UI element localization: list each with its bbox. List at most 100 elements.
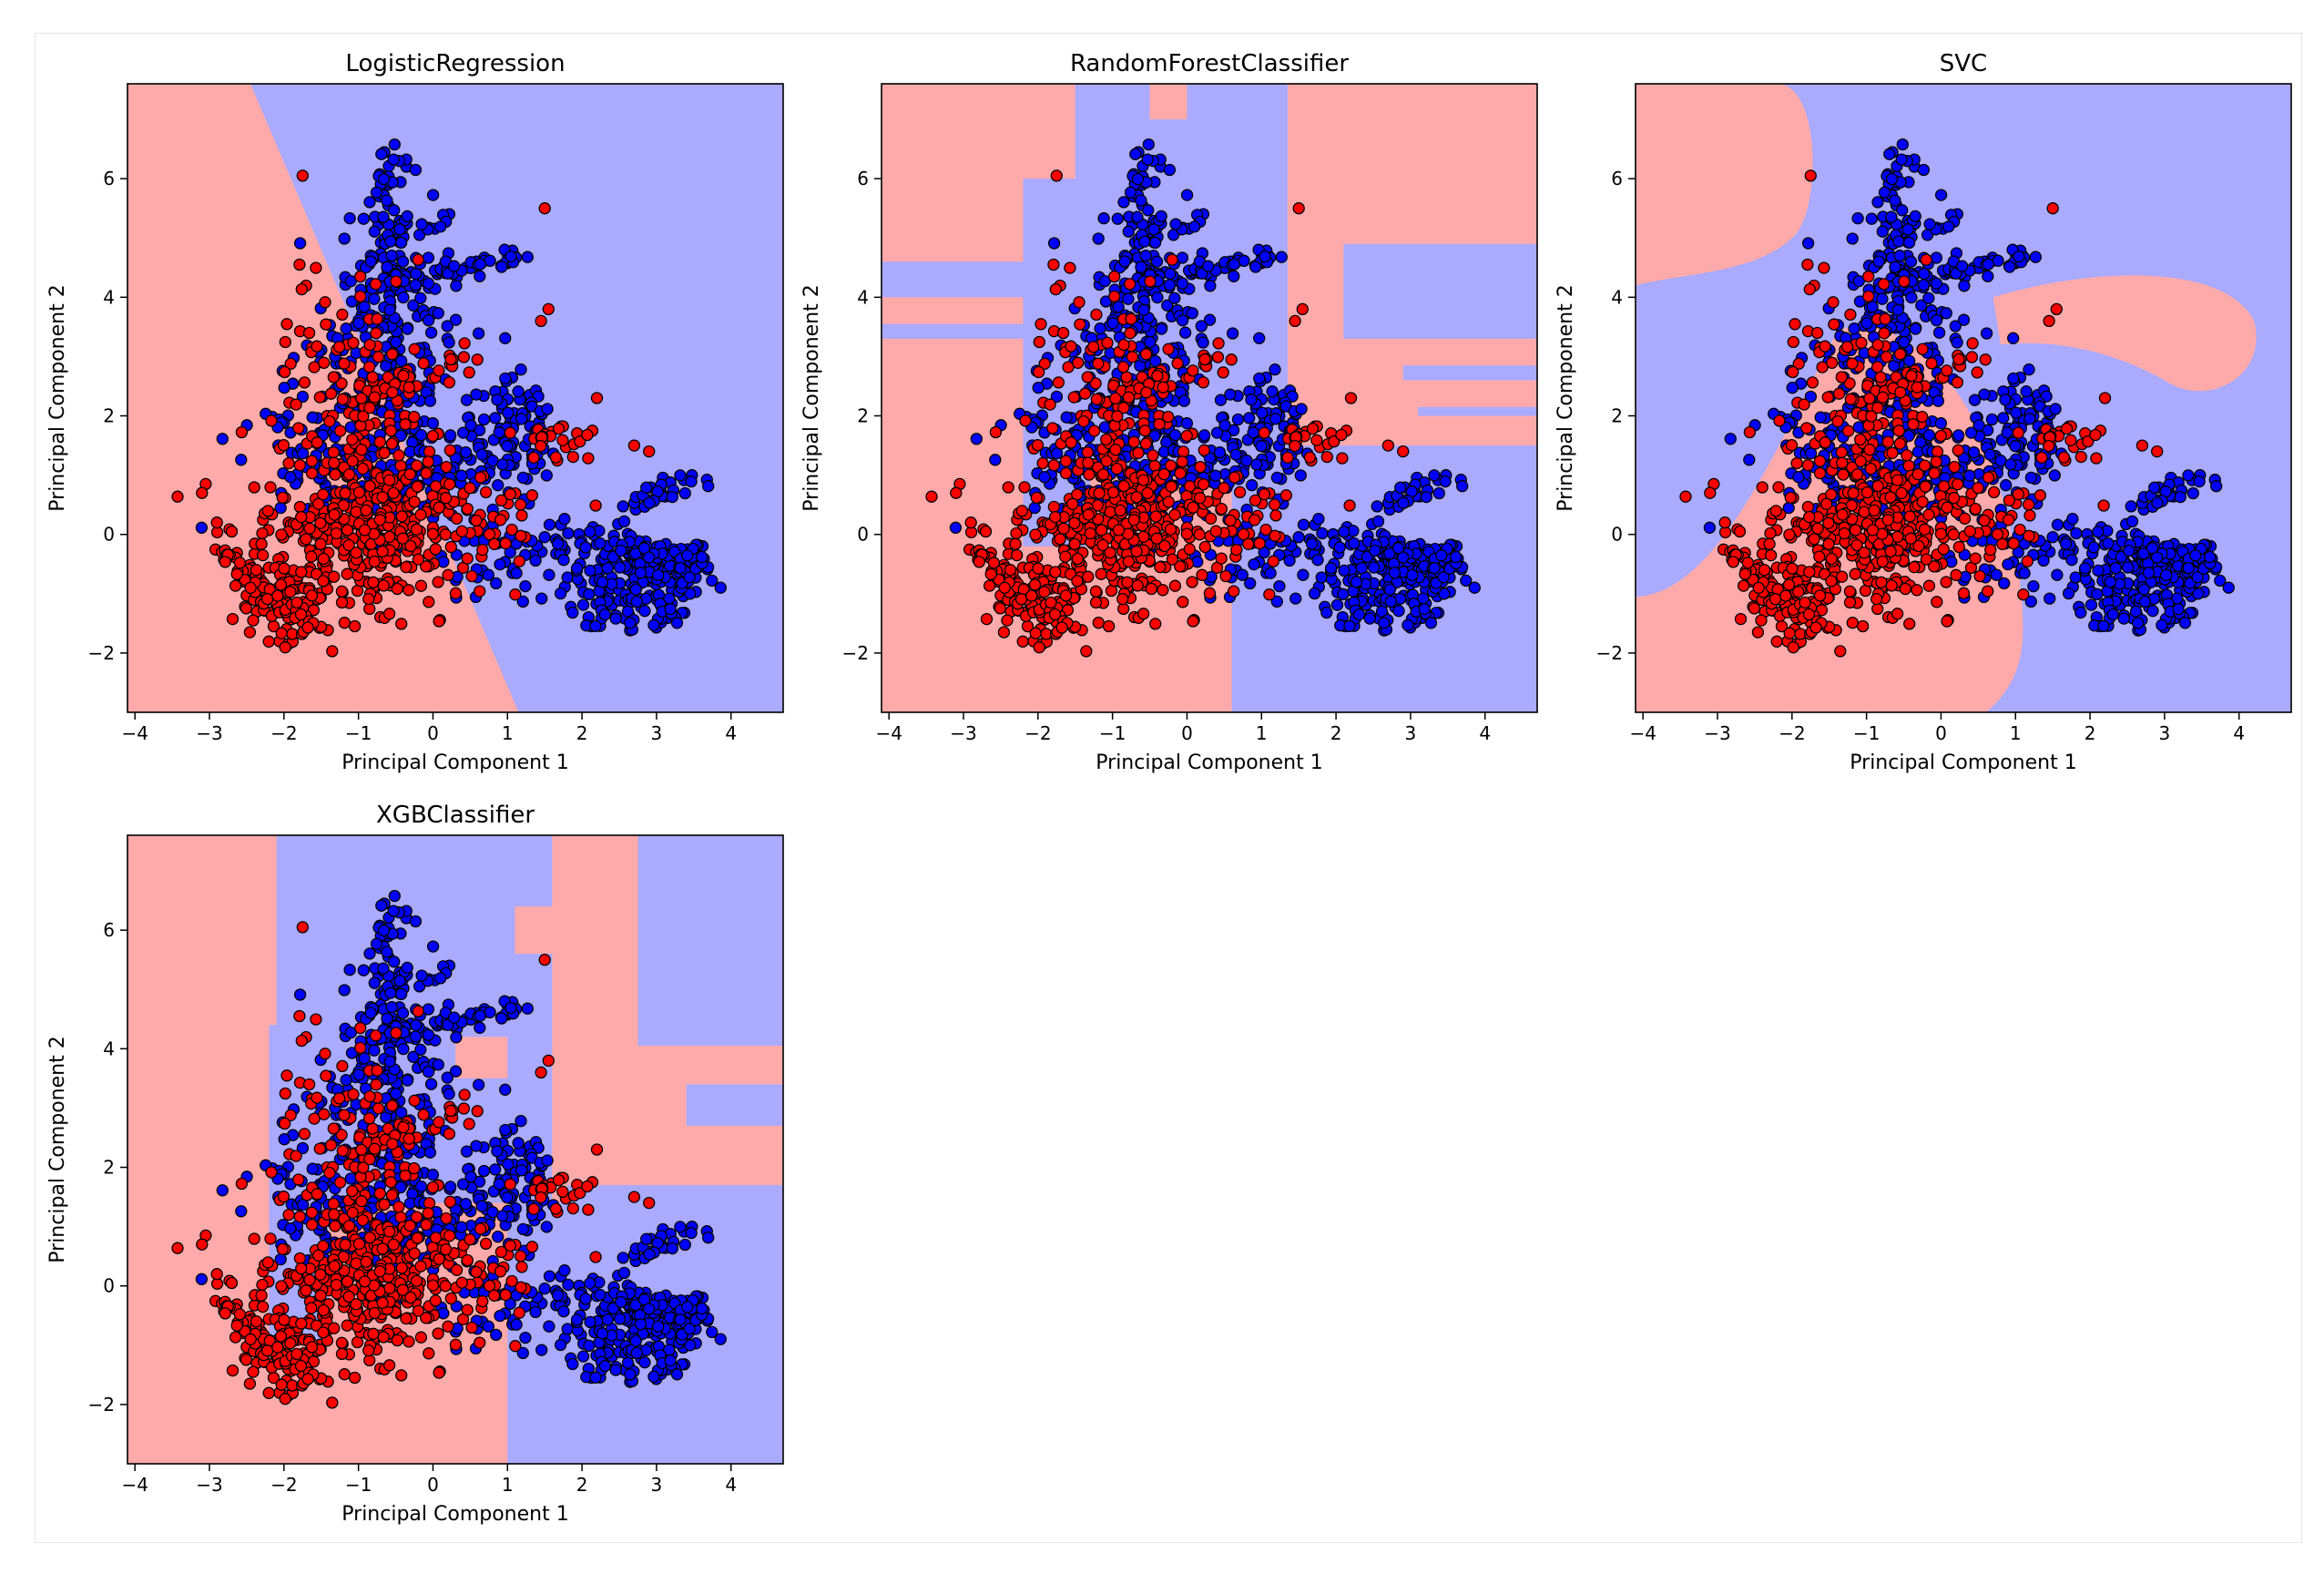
point-class-0 — [465, 569, 478, 583]
point-class-1 — [2191, 571, 2204, 584]
point-class-1 — [2007, 332, 2020, 344]
point-class-0 — [1831, 414, 1844, 428]
point-class-0 — [527, 451, 540, 465]
point-class-1 — [2186, 486, 2199, 500]
point-class-0 — [1111, 410, 1124, 423]
point-class-0 — [255, 537, 268, 550]
point-class-0 — [226, 612, 240, 626]
point-class-1 — [1188, 220, 1201, 233]
point-class-0 — [1801, 500, 1815, 514]
point-class-1 — [1269, 363, 1281, 376]
point-class-1 — [1985, 413, 1999, 426]
point-class-0 — [549, 451, 563, 464]
point-class-1 — [1117, 196, 1130, 209]
point-class-1 — [475, 448, 488, 461]
point-class-0 — [1198, 444, 1210, 456]
point-class-0 — [1029, 627, 1042, 639]
point-class-1 — [1932, 326, 1946, 339]
point-class-0 — [1868, 504, 1881, 516]
point-class-1 — [1432, 486, 1445, 500]
point-class-0 — [1784, 491, 1797, 505]
point-class-0 — [328, 570, 341, 583]
point-class-1 — [685, 475, 698, 488]
point-class-0 — [376, 545, 389, 558]
point-class-1 — [1338, 526, 1351, 538]
point-class-0 — [229, 579, 242, 592]
point-class-0 — [1196, 568, 1208, 581]
point-class-0 — [455, 525, 468, 537]
point-class-1 — [558, 513, 571, 526]
point-class-0 — [1741, 557, 1755, 569]
point-class-1 — [2150, 551, 2164, 564]
point-class-0 — [1822, 537, 1835, 551]
point-class-1 — [2020, 385, 2033, 398]
point-class-1 — [1951, 336, 1963, 349]
point-class-0 — [1806, 376, 1819, 389]
point-class-0 — [335, 377, 348, 390]
point-class-1 — [1186, 307, 1198, 320]
point-class-1 — [1923, 218, 1936, 230]
point-class-0 — [284, 586, 297, 598]
point-class-0 — [1866, 524, 1880, 537]
point-class-1 — [1273, 579, 1286, 593]
point-class-0 — [457, 351, 471, 363]
region-class-0 — [1149, 84, 1187, 120]
point-class-0 — [589, 499, 602, 512]
point-class-1 — [1228, 270, 1240, 282]
point-class-0 — [420, 466, 433, 480]
point-class-1 — [344, 421, 357, 434]
point-class-0 — [1306, 422, 1320, 435]
subplot-title: LogisticRegression — [345, 50, 565, 77]
point-class-0 — [311, 340, 323, 353]
point-class-1 — [1289, 592, 1302, 605]
x-tick-label: 1 — [502, 722, 514, 744]
point-class-0 — [1050, 169, 1063, 182]
point-class-1 — [1256, 406, 1269, 419]
point-class-1 — [598, 608, 612, 621]
point-class-0 — [1827, 296, 1840, 309]
point-class-0 — [494, 494, 508, 507]
point-class-0 — [274, 578, 288, 591]
point-class-0 — [458, 337, 471, 350]
point-class-0 — [410, 523, 423, 536]
point-class-0 — [326, 645, 339, 658]
point-class-0 — [1310, 434, 1323, 446]
point-class-0 — [1248, 514, 1261, 526]
point-class-1 — [1047, 237, 1061, 250]
point-class-0 — [1162, 342, 1175, 355]
point-class-0 — [399, 418, 412, 431]
point-class-0 — [338, 617, 351, 629]
point-class-0 — [1819, 340, 1831, 353]
point-class-0 — [1180, 429, 1193, 443]
point-class-0 — [2002, 514, 2015, 526]
point-class-0 — [488, 537, 501, 550]
point-class-1 — [1909, 322, 1922, 335]
y-tick-label: 0 — [857, 524, 869, 546]
point-class-1 — [2066, 513, 2079, 526]
point-class-0 — [356, 462, 370, 475]
point-class-0 — [1296, 302, 1309, 316]
point-class-1 — [1909, 210, 1921, 223]
point-class-1 — [1270, 471, 1284, 485]
region-class-0 — [1636, 84, 1813, 286]
point-class-0 — [370, 327, 382, 340]
point-class-1 — [434, 220, 447, 233]
point-class-0 — [1843, 585, 1857, 598]
point-class-0 — [1228, 471, 1241, 484]
point-class-0 — [1920, 553, 1933, 566]
point-class-1 — [642, 551, 656, 564]
point-class-1 — [2023, 363, 2035, 376]
point-class-1 — [1375, 605, 1389, 618]
scatter-points — [171, 138, 727, 658]
point-class-1 — [1428, 469, 1441, 482]
point-class-1 — [456, 426, 470, 439]
point-class-0 — [412, 253, 424, 266]
point-class-1 — [521, 250, 534, 263]
point-class-0 — [341, 524, 354, 537]
point-class-0 — [1158, 539, 1171, 553]
point-class-0 — [1343, 499, 1356, 512]
point-class-0 — [1166, 253, 1178, 266]
point-class-1 — [1168, 291, 1181, 305]
point-class-0 — [1166, 553, 1179, 566]
point-class-1 — [596, 576, 609, 588]
